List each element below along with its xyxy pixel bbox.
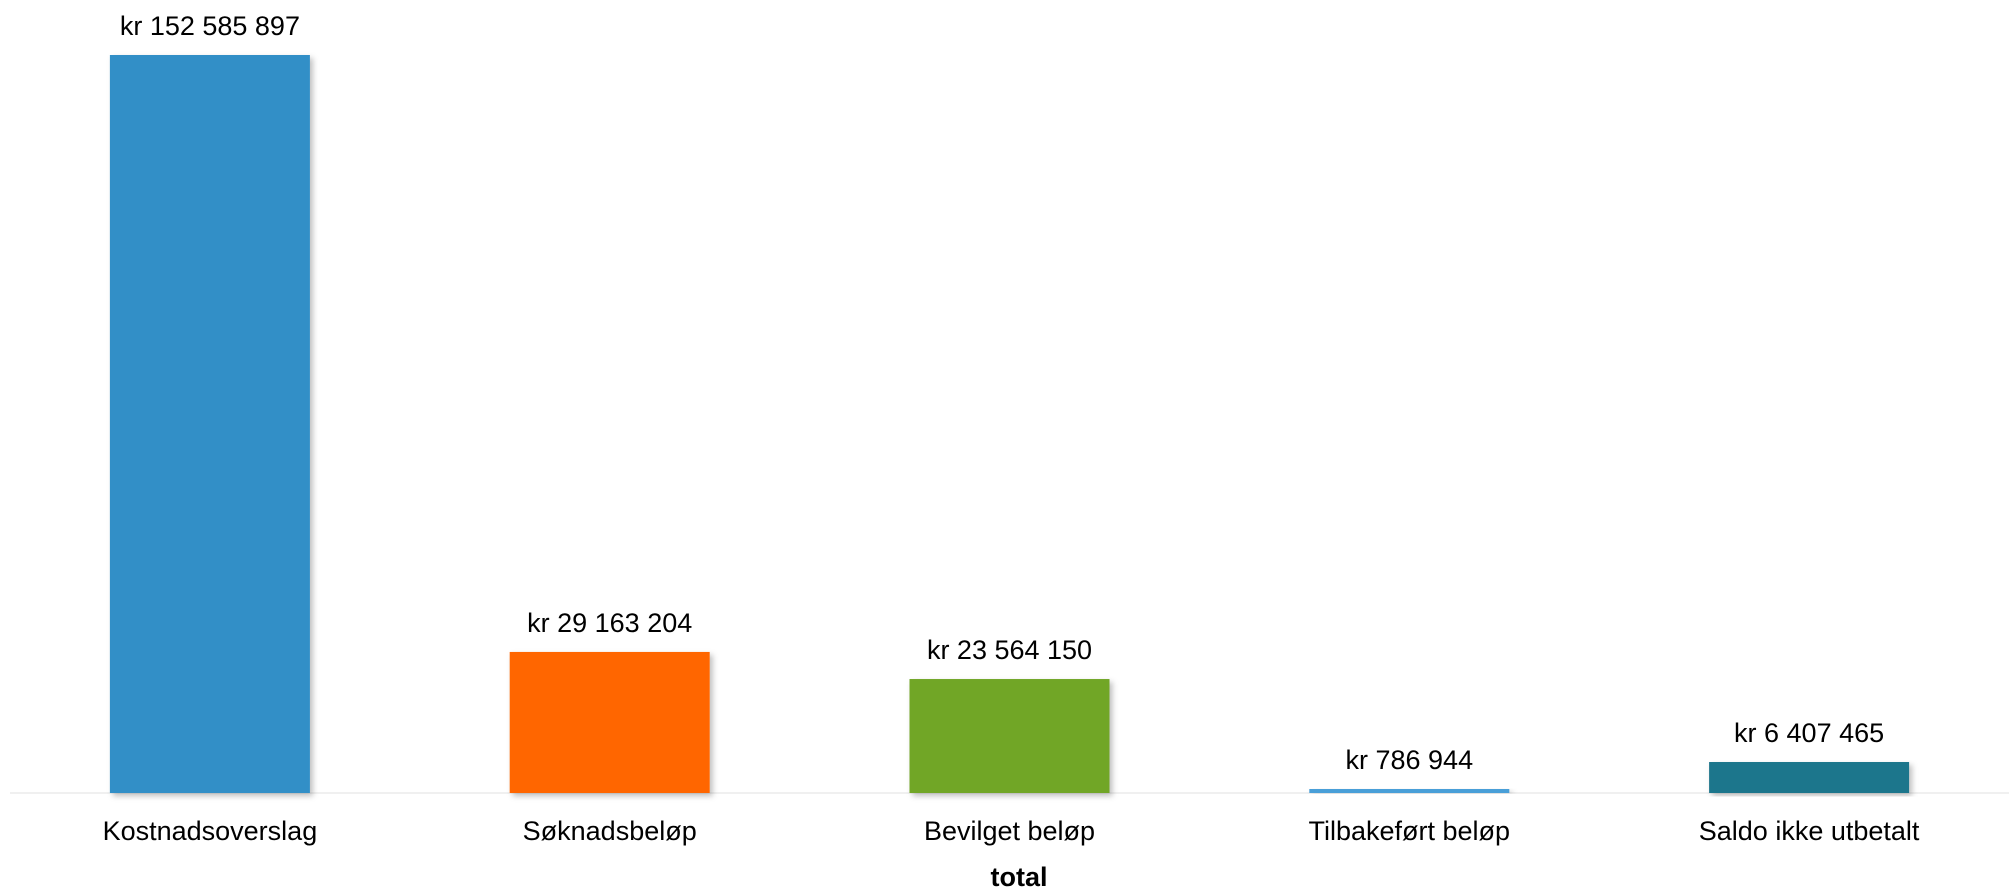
- x-axis-title: total: [991, 862, 1048, 888]
- category-label-bevilget-belop: Bevilget beløp: [924, 816, 1095, 846]
- data-label-kostnadsoverslag: kr 152 585 897: [120, 11, 300, 41]
- data-label-bevilget-belop: kr 23 564 150: [927, 635, 1092, 665]
- data-labels-group: kr 152 585 897 kr 29 163 204 kr 23 564 150…: [120, 11, 1884, 775]
- category-label-tilbakefort-belop: Tilbakeført beløp: [1309, 816, 1511, 846]
- data-label-saldo-ikke-utbetalt: kr 6 407 465: [1734, 718, 1884, 748]
- data-label-soknadsbelop: kr 29 163 204: [527, 608, 692, 638]
- category-label-soknadsbelop: Søknadsbeløp: [523, 816, 697, 846]
- bar-kostnadsoverslag: [109, 55, 310, 793]
- category-label-kostnadsoverslag: Kostnadsoverslag: [103, 816, 318, 846]
- data-label-tilbakefort-belop: kr 786 944: [1346, 745, 1474, 775]
- category-label-saldo-ikke-utbetalt: Saldo ikke utbetalt: [1699, 816, 1920, 846]
- bar-bevilget-belop: [909, 679, 1110, 793]
- bars-group: [109, 55, 1910, 793]
- bar-saldo-ikke-utbetalt: [1709, 762, 1910, 793]
- bar-soknadsbelop: [509, 651, 710, 793]
- category-labels-group: Kostnadsoverslag Søknadsbeløp Bevilget bel…: [103, 816, 1920, 846]
- bar-tilbakefort-belop: [1309, 789, 1510, 793]
